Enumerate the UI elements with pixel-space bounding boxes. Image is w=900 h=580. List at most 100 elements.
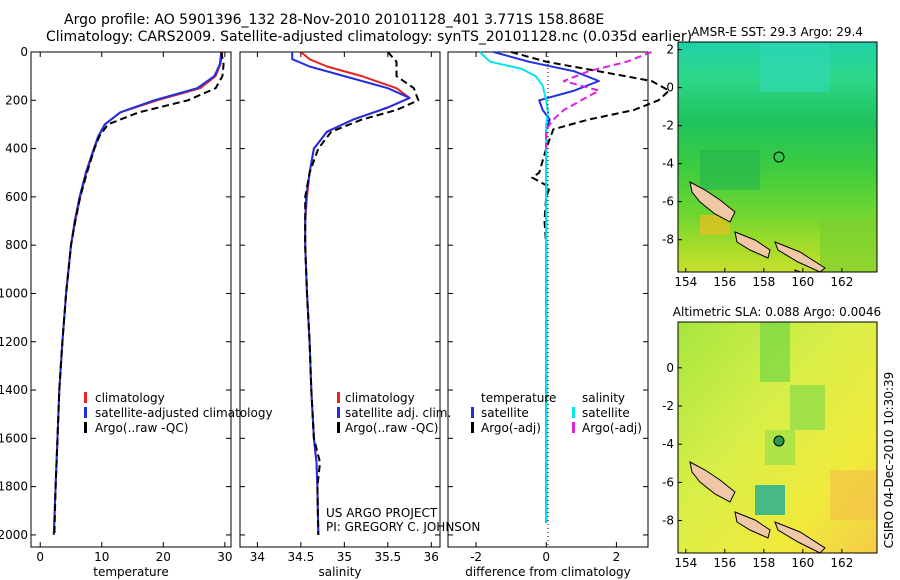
difference-legend: temperature satellite Argo(-adj) salinit… bbox=[471, 391, 642, 435]
x-tick-label: 0 bbox=[542, 550, 550, 564]
series-line-satellite-adjusted-climatology bbox=[52, 51, 223, 535]
sla-map-title: Altimetric SLA: 0.088 Argo: 0.0046 bbox=[673, 305, 881, 319]
series-line-temperature-argo-adj- bbox=[510, 51, 671, 523]
map-x-tick-label: 154 bbox=[674, 275, 697, 289]
map-y-tick-label: -2 bbox=[662, 399, 674, 413]
map-y-tick-label: -8 bbox=[662, 233, 674, 247]
legend-label-temp-argo: Argo(-adj) bbox=[481, 421, 541, 435]
map-x-tick-label: 162 bbox=[830, 556, 853, 570]
x-tick-label: 34 bbox=[250, 550, 265, 564]
legend-header-temperature: temperature bbox=[481, 391, 556, 405]
salinity-legend: climatology satellite adj. clim. Argo(..… bbox=[337, 391, 451, 435]
pi-label: PI: GREGORY C. JOHNSON bbox=[326, 520, 480, 534]
map-x-tick-label: 156 bbox=[713, 556, 736, 570]
map-y-tick-label: -4 bbox=[662, 437, 674, 451]
map-y-tick-label: -8 bbox=[662, 514, 674, 528]
temperature-chart: 0 10 20 30 temperature 0 200 400 600 800 1000 1200 1… bbox=[0, 45, 232, 579]
map-y-tick-label: -4 bbox=[662, 157, 674, 171]
sla-low-patch bbox=[755, 485, 785, 515]
sst-warm-patch bbox=[760, 42, 830, 92]
x-tick-label: 35 bbox=[337, 550, 352, 564]
island-outline bbox=[734, 231, 771, 259]
sla-high-patch bbox=[830, 470, 877, 520]
salinity-chart: 34 34.5 35 35.5 36 salinity bbox=[240, 51, 440, 579]
map-x-tick-label: 154 bbox=[674, 556, 697, 570]
temperature-legend: climatology satellite-adjusted climatolo… bbox=[84, 391, 273, 435]
map-x-tick-label: 158 bbox=[752, 275, 775, 289]
legend-label-satellite: satellite adj. clim. bbox=[345, 406, 451, 420]
sla-map: Altimetric SLA: 0.088 Argo: 0.0046 154 15… bbox=[662, 305, 881, 570]
series-line-salinity-satellite bbox=[478, 51, 549, 523]
island-outline bbox=[689, 461, 736, 503]
y-tick-label: 2000 bbox=[0, 528, 28, 542]
legend-label-sal-argo: Argo(-adj) bbox=[582, 421, 642, 435]
argo-float-marker bbox=[773, 151, 785, 163]
y-tick-label: 200 bbox=[5, 93, 28, 107]
x-axis-label: salinity bbox=[318, 565, 361, 579]
legend-swatch-climatology bbox=[337, 392, 340, 403]
legend-label-satellite: satellite-adjusted climatology bbox=[95, 406, 273, 420]
project-label: US ARGO PROJECT bbox=[326, 506, 438, 520]
y-tick-label: 1200 bbox=[0, 335, 28, 349]
salinity-panel-frame bbox=[239, 51, 441, 548]
legend-header-salinity: salinity bbox=[582, 391, 625, 405]
x-tick-label: 20 bbox=[156, 550, 171, 564]
sst-hot-patch bbox=[700, 215, 730, 235]
legend-label-sal-satellite: satellite bbox=[582, 406, 630, 420]
legend-swatch-temp-argo bbox=[471, 422, 474, 433]
island-outline bbox=[689, 181, 736, 223]
legend-swatch-sal-argo bbox=[572, 422, 575, 433]
x-tick-label: -2 bbox=[470, 550, 482, 564]
legend-swatch-argo bbox=[84, 422, 87, 433]
map-y-tick-label: 0 bbox=[666, 81, 674, 95]
map-y-tick-label: -6 bbox=[662, 475, 674, 489]
timestamp-label: CSIRO 04-Dec-2010 10:30:39 bbox=[882, 372, 896, 549]
map-y-tick-label: -6 bbox=[662, 195, 674, 209]
map-x-tick-label: 160 bbox=[791, 275, 814, 289]
legend-swatch-climatology bbox=[84, 392, 87, 403]
sst-map-frame bbox=[677, 41, 878, 273]
figure-title-line-2: Climatology: CARS2009. Satellite-adjuste… bbox=[46, 29, 692, 45]
temperature-panel-frame bbox=[30, 51, 232, 548]
y-tick-label: 1600 bbox=[0, 431, 28, 445]
series-line-argo-raw-qc- bbox=[304, 51, 420, 535]
argo-float-marker bbox=[773, 435, 785, 447]
map-x-tick-label: 156 bbox=[713, 275, 736, 289]
map-y-tick-label: -2 bbox=[662, 119, 674, 133]
series-line-argo-raw-qc- bbox=[53, 51, 225, 535]
y-tick-label: 600 bbox=[5, 190, 28, 204]
legend-swatch-temp-satellite bbox=[471, 407, 474, 418]
map-x-tick-label: 162 bbox=[830, 275, 853, 289]
y-tick-label: 800 bbox=[5, 238, 28, 252]
sst-map: AMSR-E SST: 29.3 Argo: 29.4 154 156 158 160… bbox=[662, 25, 878, 289]
x-axis-label: temperature bbox=[93, 565, 168, 579]
legend-swatch-satellite bbox=[337, 407, 340, 418]
legend-swatch-satellite bbox=[84, 407, 87, 418]
y-tick-label: 400 bbox=[5, 142, 28, 156]
legend-swatch-argo bbox=[337, 422, 340, 433]
series-line-salinity-argo-adj- bbox=[545, 51, 652, 149]
x-tick-label: 0 bbox=[36, 550, 44, 564]
sla-map-axes: 154 156 158 160 162 0 -2 -4 -6 -8 bbox=[662, 361, 853, 570]
y-tick-label: 1800 bbox=[0, 480, 28, 494]
map-y-tick-label: 0 bbox=[666, 361, 674, 375]
legend-label-climatology: climatology bbox=[95, 391, 165, 405]
x-tick-label: 10 bbox=[94, 550, 109, 564]
sla-low-patch bbox=[760, 322, 790, 382]
sst-map-title: AMSR-E SST: 29.3 Argo: 29.4 bbox=[691, 25, 863, 39]
legend-label-climatology: climatology bbox=[345, 391, 415, 405]
island-outline bbox=[734, 511, 771, 539]
x-tick-label: 36 bbox=[424, 550, 439, 564]
legend-swatch-sal-satellite bbox=[572, 407, 575, 418]
sst-map-axes: 154 156 158 160 162 2 0 -2 -4 -6 -8 bbox=[662, 43, 853, 289]
map-y-tick-label: 2 bbox=[666, 43, 674, 57]
x-tick-label: 34.5 bbox=[288, 550, 315, 564]
sst-warm-patch bbox=[820, 220, 877, 272]
sla-low-patch bbox=[765, 430, 795, 465]
x-tick-label: 2 bbox=[613, 550, 621, 564]
sst-warm-patch bbox=[700, 150, 760, 190]
x-tick-label: 30 bbox=[217, 550, 232, 564]
y-tick-label: 1400 bbox=[0, 383, 28, 397]
